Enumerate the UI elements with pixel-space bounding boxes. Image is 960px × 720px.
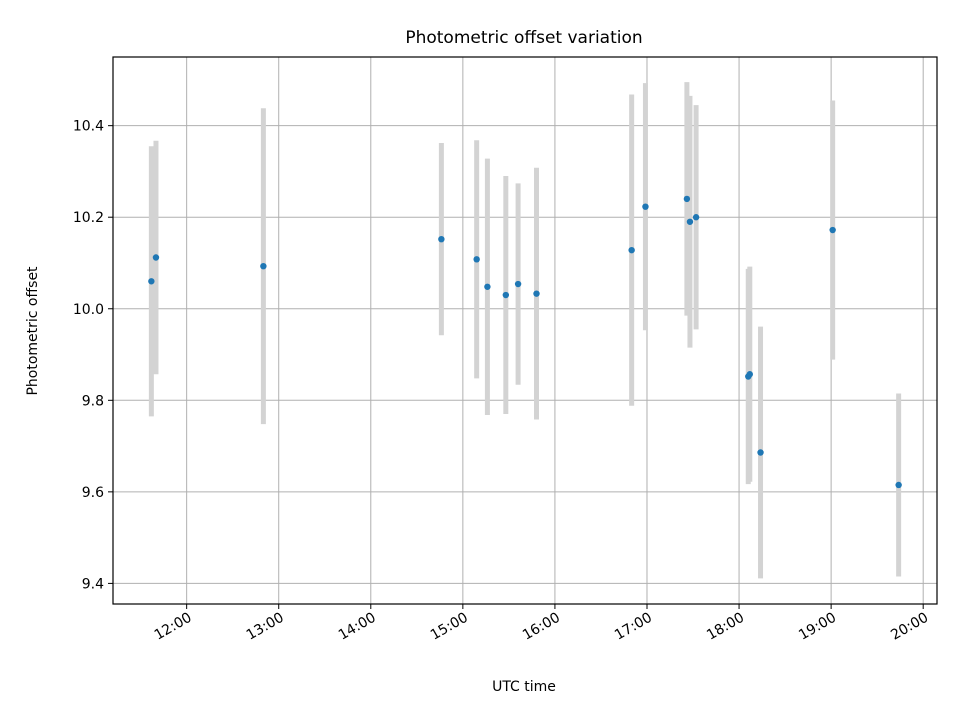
y-tick-label: 9.8 bbox=[82, 393, 104, 409]
data-point bbox=[148, 278, 155, 285]
grid bbox=[113, 57, 937, 604]
x-tick-label: 17:00 bbox=[612, 610, 655, 644]
y-tick-label: 9.4 bbox=[82, 576, 104, 592]
data-point bbox=[438, 235, 445, 243]
x-axis-label: UTC time bbox=[492, 679, 556, 695]
data-point bbox=[628, 246, 635, 254]
data-points bbox=[148, 195, 902, 489]
x-tick-label: 15:00 bbox=[428, 610, 471, 644]
plot-frame bbox=[112, 56, 938, 605]
x-tick-label: 19:00 bbox=[796, 610, 839, 644]
x-tick-label: 18:00 bbox=[704, 610, 747, 644]
data-point bbox=[533, 290, 540, 297]
data-point bbox=[260, 262, 267, 270]
data-point bbox=[473, 256, 480, 263]
x-tick-label: 12:00 bbox=[152, 610, 195, 644]
data-point bbox=[514, 280, 522, 288]
y-axis-ticks: 9.4 9.6 9.8 10.0 10.2 10.4 bbox=[73, 119, 113, 592]
data-point bbox=[746, 371, 753, 378]
data-point bbox=[692, 214, 700, 221]
x-tick-label: 16:00 bbox=[520, 610, 563, 644]
data-point bbox=[642, 203, 649, 210]
data-point bbox=[484, 283, 491, 290]
y-axis-label: Photometric offset bbox=[25, 266, 41, 396]
data-point bbox=[686, 218, 694, 225]
y-tick-label: 10.0 bbox=[73, 302, 104, 318]
data-point bbox=[683, 195, 691, 203]
y-tick-label: 10.2 bbox=[73, 210, 104, 226]
data-point bbox=[895, 481, 902, 489]
x-tick-label: 13:00 bbox=[244, 610, 287, 644]
data-point bbox=[829, 226, 836, 234]
x-tick-label: 14:00 bbox=[336, 610, 379, 644]
data-point bbox=[757, 449, 764, 456]
data-point bbox=[152, 254, 160, 261]
x-axis-ticks: 12:00 13:00 14:00 15:00 16:00 17:00 18:00 19:00… bbox=[152, 604, 931, 644]
data-point bbox=[502, 291, 510, 299]
x-tick-label: 20:00 bbox=[888, 610, 931, 644]
chart-title: Photometric offset variation bbox=[405, 28, 642, 48]
error-bars bbox=[148, 82, 902, 579]
y-tick-label: 10.4 bbox=[73, 119, 104, 135]
y-tick-label: 9.6 bbox=[82, 485, 104, 501]
